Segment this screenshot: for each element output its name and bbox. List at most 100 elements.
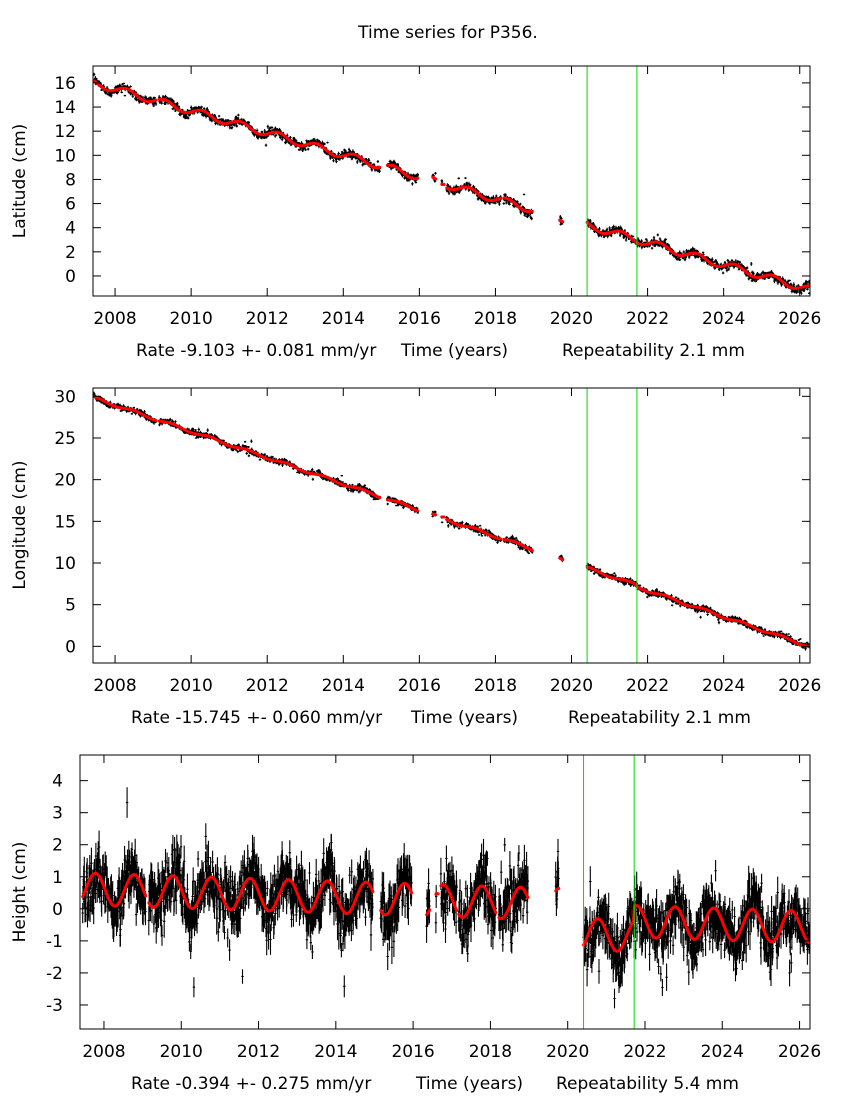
y-tick-label: 0 <box>52 900 63 920</box>
x-tick-label: 2014 <box>314 1042 357 1062</box>
y-tick-label: 12 <box>54 122 76 142</box>
latitude-axes: 2008 2010 2012 2014 2016 2018 2020 2022 2024 2026… <box>54 65 821 329</box>
y-tick-label: 2 <box>65 243 76 263</box>
y-tick-label: 25 <box>54 429 76 449</box>
fit-line-segment <box>502 538 534 552</box>
x-tick-label: 2024 <box>702 309 745 329</box>
y-axis-label: Latitude (cm) <box>10 124 30 239</box>
x-tick-label: 2008 <box>82 1042 125 1062</box>
data-segment <box>379 843 413 971</box>
x-axis-label-repeatability: Repeatability 2.1 mm <box>562 341 745 361</box>
latitude-data-points <box>93 72 810 295</box>
fit-line-segment <box>502 196 534 214</box>
y-tick-label: 15 <box>54 512 76 532</box>
x-tick-label: 2012 <box>246 309 289 329</box>
longitude-break-lines <box>586 388 638 663</box>
x-axis-label-repeatability: Repeatability 2.1 mm <box>568 708 751 728</box>
y-tick-label: 16 <box>54 74 76 94</box>
x-tick-label: 2008 <box>93 676 136 696</box>
x-tick-label: 2026 <box>778 1042 821 1062</box>
x-axis-label-rate: Rate -9.103 +- 0.081 mm/yr <box>136 341 376 361</box>
fit-line-segment <box>445 517 464 528</box>
x-tick-label: 2010 <box>160 1042 203 1062</box>
x-tick-label: 2022 <box>626 309 669 329</box>
latitude-panel: 2008 2010 2012 2014 2016 2018 2020 2022 2024 2026… <box>10 65 821 361</box>
x-axis-label-time: Time (years) <box>400 341 508 361</box>
fit-line-segment <box>439 883 459 912</box>
y-tick-label: -2 <box>46 964 63 984</box>
x-tick-label: 2024 <box>701 1042 744 1062</box>
fit-line-segment <box>445 186 464 192</box>
fit-line-segment <box>157 97 382 170</box>
height-panel: 2008 2010 2012 2014 2016 2018 2020 2022 2024 2026… <box>10 754 821 1094</box>
fit-line-segment <box>425 908 432 917</box>
fit-line-segment <box>462 524 503 541</box>
y-tick-label: 0 <box>65 267 76 287</box>
x-axis-label-time: Time (years) <box>415 1074 523 1094</box>
longitude-panel: 2008 2010 2012 2014 2016 2018 2020 2022 2024 2026… <box>10 387 821 728</box>
y-tick-label: 5 <box>65 596 76 616</box>
fit-line-segment <box>379 881 414 917</box>
x-tick-label: 2022 <box>623 1042 666 1062</box>
y-tick-label: 10 <box>54 554 76 574</box>
chart-title: Time series for P356. <box>357 23 538 43</box>
fit-line-segment <box>462 185 503 203</box>
y-tick-label: -3 <box>46 996 63 1016</box>
y-tick-label: 8 <box>65 170 76 190</box>
y-axis-label: Longitude (cm) <box>10 460 30 589</box>
x-tick-label: 2018 <box>469 1042 512 1062</box>
x-tick-label: 2010 <box>170 309 213 329</box>
y-tick-label: 30 <box>54 387 76 407</box>
y-axis-label: Height (cm) <box>10 842 30 943</box>
latitude-fit-line <box>93 79 810 290</box>
x-tick-label: 2010 <box>170 676 213 696</box>
x-tick-label: 2016 <box>398 676 441 696</box>
longitude-axes: 2008 2010 2012 2014 2016 2018 2020 2022 2024 2026… <box>54 387 821 696</box>
x-tick-label: 2014 <box>322 676 365 696</box>
x-axis-label-rate: Rate -15.745 +- 0.060 mm/yr <box>131 708 382 728</box>
data-segment <box>440 179 444 184</box>
fit-line-segment <box>431 512 438 517</box>
y-tick-label: 0 <box>65 637 76 657</box>
data-segment <box>425 868 431 943</box>
y-tick-label: 1 <box>52 868 63 888</box>
x-tick-label: 2022 <box>626 676 669 696</box>
fit-line-segment <box>457 884 498 919</box>
data-segment <box>554 838 560 917</box>
y-tick-label: 3 <box>52 804 63 824</box>
x-tick-label: 2012 <box>246 676 289 696</box>
latitude-break-lines <box>586 66 638 296</box>
fit-line-segment <box>81 871 148 908</box>
y-tick-label: 2 <box>52 836 63 856</box>
x-tick-label: 2024 <box>702 676 745 696</box>
plot-frame <box>92 387 811 664</box>
longitude-fit-line <box>93 395 810 648</box>
y-tick-label: 4 <box>52 772 63 792</box>
x-tick-label: 2014 <box>322 309 365 329</box>
y-tick-label: 6 <box>65 195 76 215</box>
y-tick-label: 20 <box>54 471 76 491</box>
fit-line-segment <box>147 874 375 916</box>
height-break-lines <box>583 755 635 1029</box>
fit-line-segment <box>93 395 158 422</box>
height-data-points <box>81 787 810 1009</box>
data-segment <box>463 177 502 206</box>
x-tick-label: 2026 <box>778 309 821 329</box>
x-tick-label: 2012 <box>237 1042 280 1062</box>
x-tick-label: 2018 <box>474 676 517 696</box>
plot-frame <box>92 65 811 297</box>
fit-line-segment <box>585 565 810 648</box>
y-tick-label: 14 <box>54 98 76 118</box>
fit-line-segment <box>582 903 810 953</box>
height-fit-line <box>81 871 810 953</box>
fit-line-segment <box>497 885 530 921</box>
x-tick-label: 2026 <box>778 676 821 696</box>
fit-line-segment <box>434 892 440 897</box>
fit-line-segment <box>385 498 420 513</box>
x-tick-label: 2020 <box>546 1042 589 1062</box>
fit-line-segment <box>385 163 420 181</box>
x-tick-label: 2008 <box>93 309 136 329</box>
fit-line-segment <box>431 175 438 181</box>
y-tick-label: 4 <box>65 219 76 239</box>
